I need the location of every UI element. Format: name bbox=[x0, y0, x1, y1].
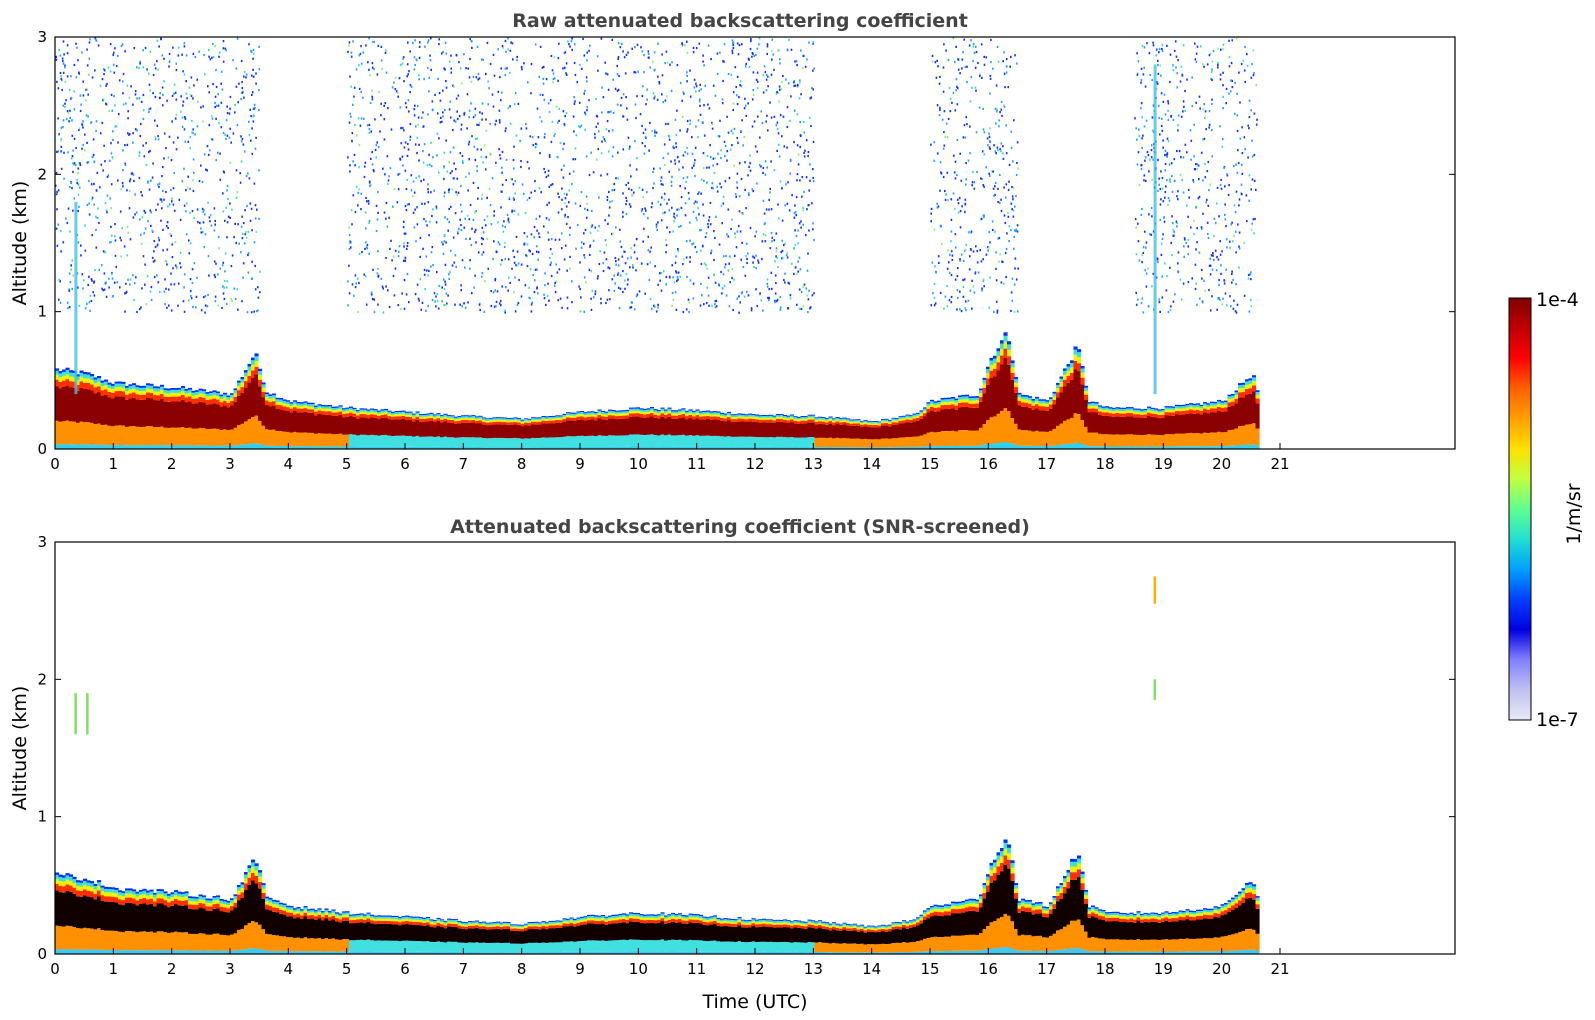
x-tick-label: 10 bbox=[629, 960, 648, 978]
x-axis-label: Time (UTC) bbox=[701, 991, 807, 1013]
colorbar-max-label: 1e-4 bbox=[1536, 289, 1579, 311]
colorbar-unit-label: 1/m/sr bbox=[1563, 483, 1585, 544]
x-tick-label: 5 bbox=[342, 455, 352, 473]
x-tick-label: 2 bbox=[167, 960, 177, 978]
x-tick-label: 20 bbox=[1212, 455, 1231, 473]
x-tick-label: 16 bbox=[979, 960, 998, 978]
x-tick-label: 3 bbox=[225, 455, 235, 473]
x-tick-label: 9 bbox=[575, 455, 585, 473]
x-tick-label: 13 bbox=[804, 960, 823, 978]
colorbar: 1e-4 1e-7 1/m/sr bbox=[1508, 289, 1585, 731]
x-tick-label: 19 bbox=[1154, 960, 1173, 978]
y-tick-label: 1 bbox=[37, 303, 47, 321]
x-tick-label: 20 bbox=[1212, 960, 1231, 978]
x-tick-label: 9 bbox=[575, 960, 585, 978]
x-tick-label: 6 bbox=[400, 960, 410, 978]
x-tick-label: 14 bbox=[862, 960, 881, 978]
x-tick-label: 10 bbox=[629, 455, 648, 473]
x-tick-label: 5 bbox=[342, 960, 352, 978]
colorbar-min-label: 1e-7 bbox=[1536, 709, 1579, 731]
x-tick-label: 3 bbox=[225, 960, 235, 978]
y-tick-label: 2 bbox=[37, 670, 47, 688]
y-tick-label: 3 bbox=[37, 28, 47, 46]
x-tick-label: 12 bbox=[745, 455, 764, 473]
x-tick-label: 4 bbox=[284, 455, 294, 473]
x-tick-label: 21 bbox=[1270, 960, 1289, 978]
x-tick-label: 2 bbox=[167, 455, 177, 473]
x-tick-label: 13 bbox=[804, 455, 823, 473]
x-tick-label: 21 bbox=[1270, 455, 1289, 473]
x-tick-label: 11 bbox=[687, 455, 706, 473]
x-tick-label: 18 bbox=[1095, 455, 1114, 473]
snr-y-axis-label: Altitude (km) bbox=[9, 686, 31, 811]
snr-screened-panel: Attenuated backscattering coefficient (S… bbox=[9, 516, 1456, 1013]
x-tick-label: 18 bbox=[1095, 960, 1114, 978]
raw-panel-title: Raw attenuated backscattering coefficien… bbox=[512, 10, 968, 32]
x-tick-label: 8 bbox=[517, 455, 527, 473]
y-tick-label: 0 bbox=[37, 440, 47, 458]
x-tick-label: 1 bbox=[109, 455, 119, 473]
snr-screened-heatmap bbox=[55, 576, 1260, 954]
x-tick-label: 7 bbox=[459, 960, 469, 978]
raw-y-axis-label: Altitude (km) bbox=[9, 181, 31, 306]
snr-panel-title: Attenuated backscattering coefficient (S… bbox=[450, 516, 1030, 538]
x-tick-label: 14 bbox=[862, 455, 881, 473]
raw-backscatter-panel: Raw attenuated backscattering coefficien… bbox=[9, 10, 1456, 473]
x-tick-label: 1 bbox=[109, 960, 119, 978]
y-tick-label: 3 bbox=[37, 533, 47, 551]
x-tick-label: 7 bbox=[459, 455, 469, 473]
x-tick-label: 12 bbox=[745, 960, 764, 978]
y-tick-label: 0 bbox=[37, 945, 47, 963]
x-tick-label: 11 bbox=[687, 960, 706, 978]
x-tick-label: 4 bbox=[284, 960, 294, 978]
x-tick-label: 17 bbox=[1037, 455, 1056, 473]
colorbar-gradient bbox=[1508, 297, 1532, 721]
x-tick-label: 19 bbox=[1154, 455, 1173, 473]
x-tick-label: 16 bbox=[979, 455, 998, 473]
y-tick-label: 1 bbox=[37, 808, 47, 826]
x-tick-label: 15 bbox=[920, 455, 939, 473]
x-tick-label: 0 bbox=[50, 960, 60, 978]
x-tick-label: 17 bbox=[1037, 960, 1056, 978]
x-tick-label: 6 bbox=[400, 455, 410, 473]
x-tick-label: 8 bbox=[517, 960, 527, 978]
x-tick-label: 0 bbox=[50, 455, 60, 473]
x-tick-label: 15 bbox=[920, 960, 939, 978]
y-tick-label: 2 bbox=[37, 165, 47, 183]
raw-backscatter-heatmap bbox=[55, 37, 1260, 449]
